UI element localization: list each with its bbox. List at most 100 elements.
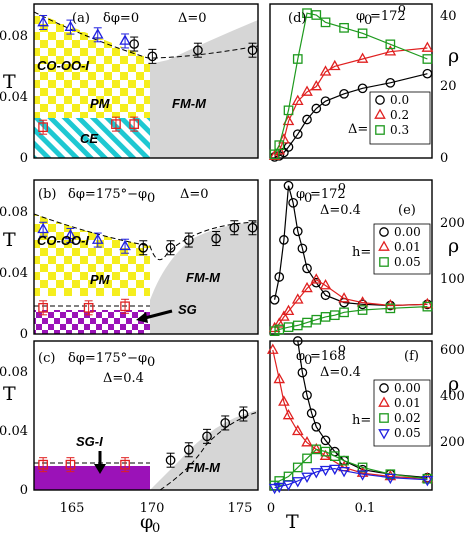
delta-label-a: Δ=0 xyxy=(178,11,207,26)
phi-deg-e: o xyxy=(338,179,346,194)
data-point-d-1-9 xyxy=(356,52,369,63)
plot-frame-a xyxy=(33,3,259,159)
ylabel-c: T xyxy=(3,383,16,405)
xtick-f-1: 0.1 xyxy=(355,501,376,516)
data-point-c-0-0 xyxy=(38,459,48,470)
data-point-f-1-3 xyxy=(282,408,295,420)
series-line-f-0 xyxy=(297,340,428,479)
ytick-a-1: 0.04 xyxy=(0,90,28,105)
data-point-f-0-2 xyxy=(302,390,312,401)
legend-marker-e-2 xyxy=(379,257,389,267)
data-point-f-2-5 xyxy=(311,444,322,455)
panel-c: (c) δφ=175°−φ 0 Δ=0.4 SG-I FM-M 0 0.04 0… xyxy=(0,340,259,535)
data-point-f-0-1 xyxy=(297,367,308,378)
data-point-a-0-0 xyxy=(37,15,49,27)
legend-marker-d-0 xyxy=(375,95,385,105)
phi-deg-f: o xyxy=(338,341,346,356)
data-point-b-2-5 xyxy=(247,222,258,233)
ytick-f-0: 200 xyxy=(440,435,465,450)
data-point-d-2-3 xyxy=(292,54,303,64)
data-point-e-2-11 xyxy=(422,301,433,312)
data-point-c-1-4 xyxy=(238,409,249,419)
data-point-c-1-3 xyxy=(220,418,231,428)
data-point-d-2-2 xyxy=(283,105,294,116)
data-point-b-1-0 xyxy=(38,302,48,313)
phase-fm-m-c: FM-M xyxy=(186,460,221,475)
data-point-f-2-8 xyxy=(339,455,349,466)
data-point-d-0-4 xyxy=(292,129,303,140)
ytick-c-1: 0.04 xyxy=(0,424,28,439)
phase-sg-b: SG xyxy=(178,302,197,317)
data-point-f-2-6 xyxy=(320,446,331,457)
data-point-a-2-1 xyxy=(147,51,158,62)
xtick-f-0: 0 xyxy=(267,501,275,516)
legend-label-f-1: 0.01 xyxy=(394,396,421,410)
data-point-e-1-3 xyxy=(282,304,295,316)
phase-fm-m-b: FM-M xyxy=(186,270,221,285)
data-point-c-1-0 xyxy=(165,455,176,466)
data-point-e-0-2 xyxy=(279,235,289,245)
data-point-e-2-6 xyxy=(320,312,331,322)
legend-marker-d-2 xyxy=(375,125,385,135)
phase-pm-b: PM xyxy=(90,272,111,287)
sg-arrow-shaft xyxy=(144,309,173,320)
data-point-f-3-11 xyxy=(421,475,434,487)
data-point-d-0-8 xyxy=(339,88,349,99)
data-point-b-0-0 xyxy=(37,222,49,234)
panel-e: φ 0 =172 o (e) Δ=0.4 0.000.010.05 h= 100… xyxy=(268,179,465,336)
data-point-b-1-1 xyxy=(83,302,94,313)
series-line-f-3 xyxy=(274,467,428,489)
legend-title-d: Δ= xyxy=(348,122,368,137)
data-point-f-3-1 xyxy=(273,482,286,494)
data-point-d-1-0 xyxy=(268,149,281,161)
data-point-f-0-3 xyxy=(306,408,317,419)
data-point-f-0-4 xyxy=(311,421,322,432)
data-point-e-1-5 xyxy=(301,281,313,293)
panel-label-f: (f) xyxy=(404,349,419,364)
panel-d: (d) φ 0 =172 o 0.00.20.3 Δ= 0 20 40 ρ xyxy=(268,1,459,166)
data-point-e-0-9 xyxy=(320,290,331,301)
delta-phi-label-a: δφ=0 xyxy=(103,11,139,26)
data-point-f-3-2 xyxy=(282,480,295,491)
legend-marker-d-1 xyxy=(374,108,386,119)
data-point-e-1-8 xyxy=(338,292,350,303)
plot-frame-b xyxy=(33,179,259,335)
data-point-f-3-10 xyxy=(384,473,397,485)
phi-value-f: =168 xyxy=(310,349,346,364)
phase-pm-a: PM xyxy=(90,96,111,111)
data-point-d-0-9 xyxy=(357,83,368,94)
phase-ce-a: CE xyxy=(80,131,98,146)
sg-arrow-head xyxy=(136,312,148,323)
data-point-e-0-0 xyxy=(269,294,280,305)
data-point-e-2-4 xyxy=(302,317,312,328)
ylabel-d: ρ xyxy=(448,45,459,67)
delta-phi-label-c: δφ=175°−φ xyxy=(68,351,147,366)
legend-label-d-0: 0.0 xyxy=(390,93,409,107)
data-point-e-2-3 xyxy=(292,320,303,331)
delta-label-c: Δ=0.4 xyxy=(103,371,144,386)
data-point-d-2-10 xyxy=(422,54,433,64)
xtick-c-2: 175 xyxy=(228,501,253,516)
ytick-d-2: 40 xyxy=(440,9,457,24)
delta-phi-sub-c: 0 xyxy=(147,355,155,370)
ytick-f-2: 600 xyxy=(440,343,465,358)
data-point-d-2-8 xyxy=(357,28,368,39)
legend-label-e-0: 0.00 xyxy=(394,225,421,239)
phi-label-d: φ xyxy=(356,9,365,24)
data-point-b-2-1 xyxy=(165,242,176,253)
panel-b: (b) δφ=175°−φ 0 Δ=0 CO-OO-I PM FM-M SG 0… xyxy=(0,179,259,342)
delta-label-f: Δ=0.4 xyxy=(320,365,361,380)
xtick-c-1: 170 xyxy=(140,501,165,516)
data-point-e-2-1 xyxy=(274,324,285,335)
data-point-e-2-10 xyxy=(385,303,396,314)
legend-label-e-1: 0.01 xyxy=(394,240,421,254)
data-point-b-0-2 xyxy=(91,233,104,244)
data-point-a-2-2 xyxy=(193,45,203,56)
data-point-e-0-4 xyxy=(288,197,298,208)
phi-sub-f: 0 xyxy=(304,353,312,368)
data-point-d-1-5 xyxy=(301,85,313,96)
data-point-f-3-7 xyxy=(328,464,341,476)
fm-m-region xyxy=(150,20,258,158)
data-point-a-2-3 xyxy=(247,45,258,56)
